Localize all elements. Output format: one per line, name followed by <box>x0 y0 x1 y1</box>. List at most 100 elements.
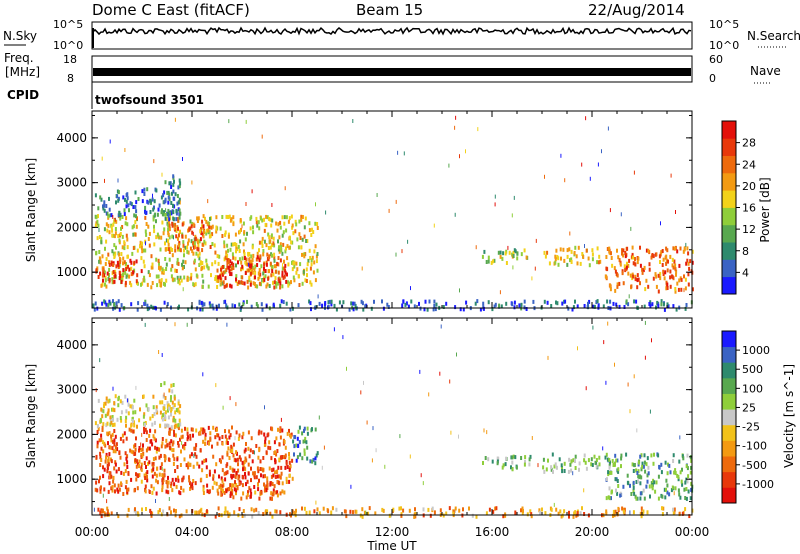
data-cell <box>166 217 169 222</box>
data-cell <box>163 412 166 417</box>
data-cell <box>523 248 526 253</box>
data-cell <box>248 275 251 280</box>
data-cell <box>605 274 608 279</box>
data-cell <box>121 225 124 229</box>
data-cell <box>352 301 355 306</box>
data-cell <box>224 230 227 235</box>
data-cell <box>111 432 114 437</box>
data-cell <box>574 299 576 304</box>
data-cell <box>265 243 268 248</box>
data-cell <box>608 465 611 470</box>
data-cell <box>252 253 255 258</box>
data-cell <box>174 117 176 122</box>
data-cell <box>227 248 229 253</box>
data-cell <box>126 487 128 492</box>
data-cell <box>151 490 154 495</box>
data-cell <box>171 488 174 493</box>
y-tick-label: 2000 <box>56 427 87 441</box>
data-cell <box>145 456 148 461</box>
data-cell <box>229 465 232 470</box>
data-cell <box>153 412 156 417</box>
data-cell <box>189 219 192 224</box>
data-cell <box>154 445 157 450</box>
data-cell <box>97 214 99 219</box>
data-cell <box>261 307 264 312</box>
data-cell <box>276 281 279 286</box>
data-cell <box>222 270 225 275</box>
data-cell <box>220 281 223 286</box>
data-cell <box>255 507 258 512</box>
data-cell <box>95 454 98 459</box>
data-cell <box>291 306 294 311</box>
data-cell <box>132 246 135 250</box>
data-cell <box>209 245 212 249</box>
data-cell <box>664 270 667 275</box>
data-cell <box>361 266 363 271</box>
data-cell <box>137 474 140 478</box>
data-cell <box>227 265 230 270</box>
data-cell <box>223 284 226 289</box>
data-cell <box>297 429 300 434</box>
data-cell <box>614 453 617 458</box>
data-cell <box>194 452 197 457</box>
data-cell <box>171 389 174 394</box>
data-cell <box>616 273 619 278</box>
data-cell <box>211 485 214 490</box>
data-cell <box>400 506 402 511</box>
data-cell <box>530 514 533 519</box>
y-tick-label: 1000 <box>56 472 87 486</box>
data-cell <box>113 253 116 258</box>
data-cell <box>117 514 120 519</box>
data-cell <box>636 285 639 290</box>
data-cell <box>160 444 163 449</box>
data-cell <box>172 204 175 208</box>
data-cell <box>145 465 147 469</box>
data-cell <box>152 217 155 222</box>
data-cell <box>611 459 614 463</box>
colorbar-segment <box>722 138 736 156</box>
data-cell <box>256 466 259 471</box>
data-cell <box>410 299 413 304</box>
data-cell <box>309 280 312 285</box>
data-cell <box>155 408 158 413</box>
data-cell <box>512 265 514 270</box>
data-cell <box>282 300 285 304</box>
data-cell <box>224 508 227 513</box>
data-cell <box>660 470 663 475</box>
data-cell <box>155 491 158 496</box>
data-cell <box>642 488 645 493</box>
data-cell <box>105 257 108 262</box>
data-cell <box>291 476 294 481</box>
data-cell <box>239 480 242 485</box>
data-cell <box>99 271 102 276</box>
data-cell <box>122 471 125 476</box>
data-cell <box>144 489 147 494</box>
data-cell <box>237 244 240 249</box>
data-cell <box>186 431 189 436</box>
data-cell <box>95 250 98 255</box>
data-cell <box>375 448 377 453</box>
data-cell <box>173 235 174 240</box>
data-cell <box>644 355 646 360</box>
data-cell <box>108 452 111 457</box>
data-cell <box>194 510 197 515</box>
data-cell <box>115 219 118 224</box>
data-cell <box>371 458 373 463</box>
data-cell <box>248 278 251 283</box>
data-cell <box>223 511 226 515</box>
data-cell <box>305 279 308 283</box>
data-cell <box>126 196 129 201</box>
y-tick-label: 2000 <box>56 220 87 234</box>
data-cell <box>266 252 269 257</box>
data-cell <box>462 507 464 512</box>
data-cell <box>120 303 123 308</box>
data-cell <box>500 304 503 309</box>
data-cell <box>229 272 232 276</box>
data-cell <box>143 187 146 192</box>
data-cell <box>610 256 613 260</box>
data-cell <box>124 419 127 424</box>
data-cell <box>281 428 284 433</box>
data-cell <box>179 181 182 186</box>
data-cell <box>286 431 289 436</box>
data-cell <box>203 239 206 244</box>
